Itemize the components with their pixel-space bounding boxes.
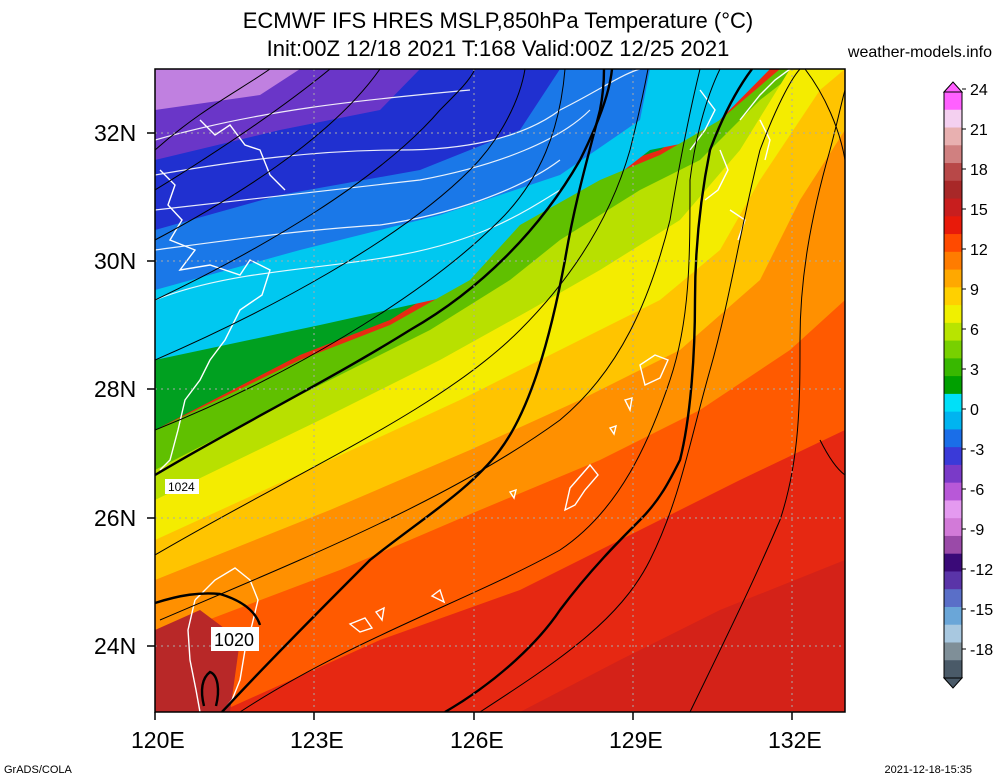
colorbar-segment [944,624,962,643]
isobar-label-1024: 1024 [168,480,195,494]
colorbar-segment [944,571,962,590]
site-label: weather-models.info [847,44,992,61]
colorbar-label: 24 [970,82,988,99]
colorbar-segment [944,411,962,430]
colorbar-segment [944,269,962,288]
colorbar-label: -15 [970,602,993,619]
map-frame [154,68,846,713]
colorbar-segment [944,553,962,572]
colorbar-segment [944,464,962,484]
colorbar-segment [944,145,962,164]
lat-label-26n: 26N [94,505,136,531]
colorbar [942,81,964,689]
colorbar-label: 0 [970,402,979,419]
colorbar-label: -12 [970,562,993,579]
colorbar-segment [944,606,962,626]
colorbar-label: 12 [970,242,988,259]
colorbar-labels: 24 21 18 15 12 9 6 3 0 -3 -6 -9 -12 -15 -18 [962,82,993,659]
colorbar-segment [944,305,962,324]
map-subtitle: Init:00Z 12/18 2021 T:168 Valid:00Z 12/2… [266,36,730,61]
colorbar-bottom-arrow [942,677,964,689]
colorbar-label: 9 [970,282,979,299]
temperature-field: 1024 1020 [155,69,845,712]
lon-label-120e: 120E [131,727,185,753]
colorbar-segment [944,358,962,377]
map-title: ECMWF IFS HRES MSLP,850hPa Temperature (… [242,8,754,33]
axis-ticks [147,132,793,720]
colorbar-segment [944,482,962,501]
colorbar-label: 18 [970,162,988,179]
colorbar-segment [944,251,962,271]
colorbar-segment [944,393,962,413]
lon-label-132e: 132E [768,727,822,753]
lat-label-30n: 30N [94,248,136,274]
footer-software: GrADS/COLA [4,764,72,776]
footer-timestamp: 2021-12-18-15:35 [884,764,972,776]
colorbar-segment [944,92,962,111]
colorbar-top-arrow [942,81,964,93]
colorbar-label: 21 [970,122,988,139]
lon-label-126e: 126E [450,727,504,753]
colorbar-segment [944,429,962,448]
colorbar-segment [944,287,962,306]
colorbar-label: -18 [970,642,993,659]
lat-label-24n: 24N [94,633,136,659]
colorbar-label: 3 [970,362,979,379]
colorbar-segment [944,447,962,466]
colorbar-label: -6 [970,482,984,499]
colorbar-segment [944,589,962,608]
colorbar-label: 6 [970,322,979,339]
colorbar-segment [944,216,962,235]
colorbar-segment [944,109,962,129]
colorbar-segment [944,535,962,555]
lon-label-123e: 123E [290,727,344,753]
colorbar-segment [944,660,962,679]
colorbar-label: -3 [970,442,984,459]
lon-label-129e: 129E [609,727,663,753]
colorbar-segment [944,340,962,359]
colorbar-label: -9 [970,522,984,539]
lat-label-32n: 32N [94,120,136,146]
colorbar-label: 15 [970,202,988,219]
colorbar-segment [944,234,962,253]
colorbar-segment [944,180,962,200]
colorbar-segment [944,322,962,342]
colorbar-segment [944,518,962,537]
lat-label-28n: 28N [94,376,136,402]
colorbar-segment [944,163,962,182]
colorbar-segment [944,127,962,146]
colorbar-segment [944,376,962,395]
colorbar-segment [944,642,962,661]
isobar-label-1020: 1020 [214,630,254,650]
colorbar-segment [944,500,962,519]
colorbar-segment [944,198,962,217]
